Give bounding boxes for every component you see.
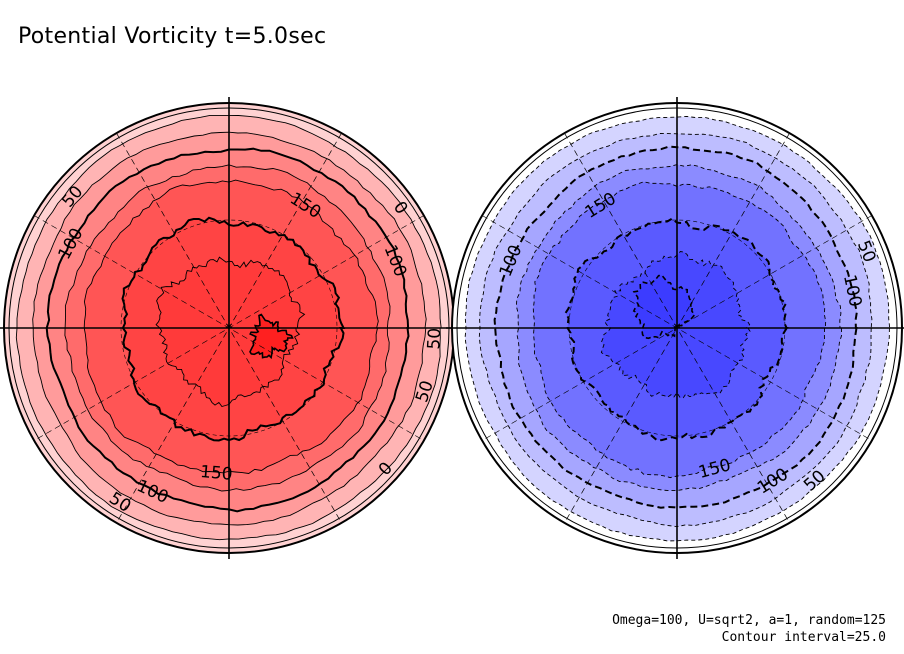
contour-line--125 xyxy=(532,181,827,479)
outer-boundary xyxy=(451,102,903,554)
inner-boundary xyxy=(456,107,898,549)
svg-text:150: 150 xyxy=(199,462,233,485)
pole-marker: * xyxy=(674,321,681,337)
contour-line-50 xyxy=(32,131,427,526)
contour-line-150 xyxy=(121,216,346,442)
contour-label: 50 xyxy=(424,327,445,350)
contour-interval-footnote: Contour interval=25.0 xyxy=(721,630,886,645)
plot-title: Potential Vorticity t=5.0sec xyxy=(18,24,327,49)
contour-line--175 xyxy=(600,251,751,399)
contour-band-175 xyxy=(156,257,305,407)
contour-line--75 xyxy=(493,145,858,509)
pole-marker: * xyxy=(226,321,233,337)
contour-line-25 xyxy=(15,114,442,541)
contour-line-175 xyxy=(155,256,306,408)
core-contour xyxy=(249,313,294,360)
contour-line-100 xyxy=(64,164,391,492)
contour-line--100 xyxy=(515,164,843,492)
contour-label: 150 xyxy=(199,462,233,485)
svg-text:50: 50 xyxy=(424,327,445,350)
contour-line-125 xyxy=(83,179,379,474)
north-polar-plot xyxy=(4,103,454,553)
contour-line-75 xyxy=(45,147,410,513)
parameters-footnote: Omega=100, U=sqrt2, a=1, random=125 xyxy=(612,613,886,628)
core-contour xyxy=(632,274,696,340)
